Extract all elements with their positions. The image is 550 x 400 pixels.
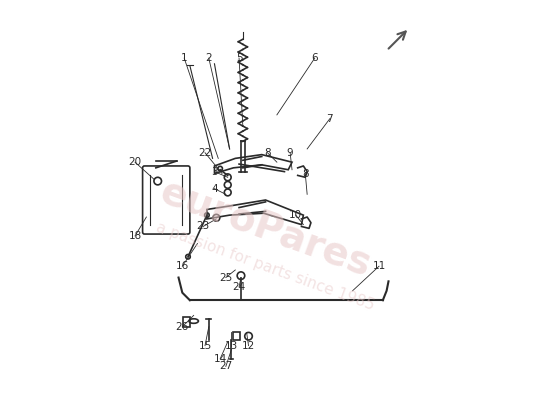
Text: 12: 12 [242,341,255,351]
Text: 26: 26 [175,322,189,332]
Text: 18: 18 [128,231,142,241]
Text: 9: 9 [287,148,294,158]
Text: 4: 4 [211,184,218,194]
Text: 1: 1 [181,53,188,63]
Text: 6: 6 [311,53,318,63]
Text: 2: 2 [206,53,212,63]
Text: 24: 24 [233,282,246,292]
Text: 14: 14 [213,354,227,364]
Text: 10: 10 [289,210,302,220]
Text: 22: 22 [199,148,212,158]
Text: 8: 8 [264,148,271,158]
Text: a passion for parts since 1985: a passion for parts since 1985 [155,220,377,313]
Text: 5: 5 [236,53,243,63]
Bar [233,332,240,340]
Text: 3: 3 [211,167,218,177]
Text: 7: 7 [327,114,333,124]
Text: 15: 15 [199,341,212,351]
Text: 25: 25 [219,272,233,282]
Text: 20: 20 [129,157,141,167]
Bar [183,317,190,327]
Text: 23: 23 [196,222,210,232]
Text: 11: 11 [372,261,386,271]
Text: 27: 27 [219,362,233,372]
Text: 13: 13 [225,341,238,351]
Text: euroPares: euroPares [155,172,376,284]
Text: 8: 8 [302,168,309,178]
Text: 16: 16 [175,261,189,271]
